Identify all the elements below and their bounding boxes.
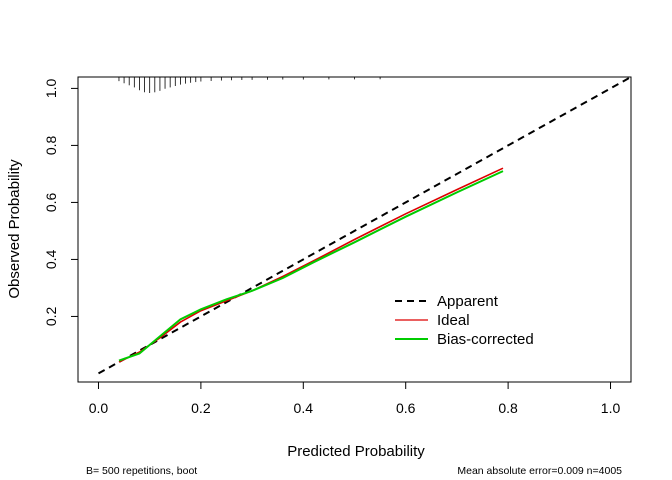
x-tick-label: 0.6 — [396, 400, 416, 416]
x-tick-label: 0.8 — [498, 400, 518, 416]
legend-label: Ideal — [437, 312, 470, 329]
series-line-apparent — [98, 76, 632, 375]
y-tick-label: 0.8 — [43, 135, 59, 155]
legend-label: Bias-corrected — [437, 331, 534, 348]
y-axis-title: Observed Probability — [6, 159, 23, 299]
x-tick-label: 1.0 — [601, 400, 621, 416]
y-axis: 0.2 0.4 0.6 0.8 1.0 — [43, 78, 79, 326]
rug-ticks — [118, 77, 381, 93]
footnote-right: Mean absolute error=0.009 n=4005 — [457, 465, 622, 477]
x-tick-label: 0.2 — [191, 400, 211, 416]
series-lines — [98, 76, 632, 375]
footnote-left: B= 500 repetitions, boot — [86, 465, 197, 477]
series-line-bias-corrected — [118, 170, 504, 362]
legend-label: Apparent — [437, 293, 499, 310]
x-axis-title: Predicted Probability — [287, 443, 425, 460]
y-tick-label: 0.6 — [43, 192, 59, 212]
y-tick-label: 1.0 — [43, 78, 59, 98]
x-axis: 0.0 0.2 0.4 0.6 0.8 1.0 — [89, 381, 621, 416]
legend: Apparent Ideal Bias-corrected — [395, 293, 534, 348]
x-tick-label: 0.0 — [89, 400, 109, 416]
y-tick-label: 0.4 — [43, 249, 59, 269]
x-tick-label: 0.4 — [294, 400, 314, 416]
y-tick-label: 0.2 — [43, 306, 59, 326]
